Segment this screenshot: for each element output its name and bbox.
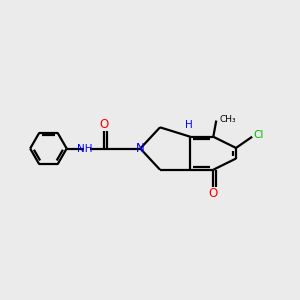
Text: N: N [136,142,145,155]
Text: NH: NH [76,144,92,154]
Text: O: O [209,187,218,200]
Text: Cl: Cl [254,130,264,140]
Text: CH₃: CH₃ [220,115,236,124]
Text: H: H [185,120,193,130]
Text: O: O [100,118,109,131]
